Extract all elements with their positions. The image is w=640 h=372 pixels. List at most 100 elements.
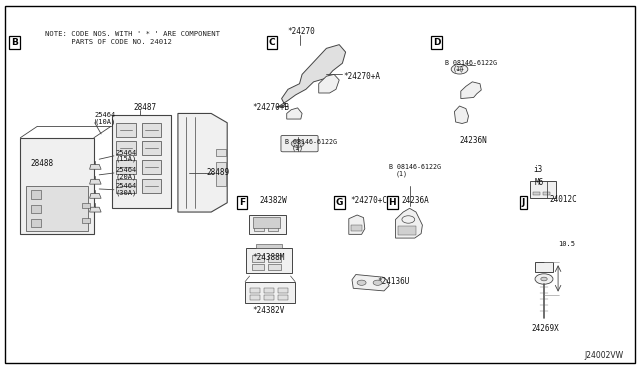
Text: G: G [335, 198, 343, 207]
Circle shape [373, 280, 382, 285]
Bar [250, 288, 260, 293]
Text: 25464: 25464 [95, 112, 116, 118]
Polygon shape [90, 193, 101, 198]
Bar [31, 205, 41, 213]
Polygon shape [90, 179, 101, 184]
Text: (1): (1) [291, 145, 303, 151]
Text: *24270+A: *24270+A [343, 72, 380, 81]
Bar [351, 225, 362, 231]
Bar [82, 218, 90, 223]
Bar [533, 192, 540, 195]
Text: 25464: 25464 [115, 183, 136, 189]
Text: J: J [522, 198, 525, 207]
Text: *24382V: *24382V [253, 306, 285, 315]
Polygon shape [90, 164, 101, 169]
Bar [264, 288, 274, 293]
Text: B: B [11, 38, 17, 47]
Polygon shape [396, 208, 422, 238]
Bar [142, 141, 161, 155]
Text: (20A): (20A) [115, 173, 136, 180]
Text: 24382W: 24382W [259, 196, 287, 205]
Bar [250, 295, 260, 300]
Circle shape [451, 64, 468, 74]
Text: 25464: 25464 [115, 167, 136, 173]
Text: *24270: *24270 [287, 27, 315, 36]
Text: *24136U: *24136U [378, 277, 410, 286]
Text: B 08146-6122G: B 08146-6122G [389, 164, 441, 170]
Bar [254, 226, 264, 231]
Text: 28489: 28489 [206, 169, 229, 177]
Circle shape [541, 277, 547, 281]
Bar [245, 282, 295, 303]
Bar [256, 244, 282, 248]
Bar [31, 190, 41, 199]
Polygon shape [319, 74, 339, 93]
Text: (15A): (15A) [115, 156, 136, 163]
Bar [116, 179, 136, 193]
Bar [252, 264, 264, 270]
Text: PARTS OF CODE NO. 24012: PARTS OF CODE NO. 24012 [45, 39, 172, 45]
Bar [278, 288, 288, 293]
Bar [116, 141, 136, 155]
Bar [398, 226, 416, 235]
Bar [249, 215, 286, 234]
Bar [112, 115, 171, 208]
Bar [530, 181, 556, 198]
Text: *24388M: *24388M [253, 253, 285, 262]
Bar [142, 160, 161, 174]
Bar [252, 255, 264, 262]
Bar [278, 295, 288, 300]
Polygon shape [352, 275, 389, 291]
Circle shape [402, 216, 415, 223]
Polygon shape [349, 215, 365, 234]
Bar [142, 123, 161, 137]
Bar [82, 203, 90, 208]
Bar [142, 179, 161, 193]
Bar [216, 162, 226, 186]
Polygon shape [178, 113, 227, 212]
Text: 28488: 28488 [30, 159, 53, 168]
Polygon shape [276, 45, 346, 108]
Text: *24270+B: *24270+B [253, 103, 290, 112]
Bar [31, 219, 41, 227]
Bar [216, 149, 226, 156]
Text: (1): (1) [452, 66, 465, 73]
Text: J24002VW: J24002VW [585, 351, 624, 360]
FancyBboxPatch shape [281, 135, 318, 152]
Bar [268, 255, 281, 262]
Text: M6: M6 [535, 178, 544, 187]
Polygon shape [454, 106, 468, 124]
Bar [264, 295, 274, 300]
Text: (1): (1) [396, 170, 408, 177]
Polygon shape [461, 82, 481, 99]
Text: NOTE: CODE NOS. WITH ' * ' ARE COMPONENT: NOTE: CODE NOS. WITH ' * ' ARE COMPONENT [45, 31, 220, 37]
Text: 24012C: 24012C [549, 195, 577, 204]
Text: *24270+C: *24270+C [351, 196, 388, 205]
Bar [246, 248, 292, 273]
Circle shape [357, 280, 366, 285]
Text: (30A): (30A) [115, 189, 136, 196]
Text: (10A): (10A) [95, 119, 116, 125]
Bar [116, 160, 136, 174]
Text: C: C [269, 38, 275, 47]
Text: 25464: 25464 [115, 150, 136, 155]
Text: H: H [388, 198, 396, 207]
Text: B 08146-6122G: B 08146-6122G [445, 60, 497, 66]
Polygon shape [287, 108, 302, 119]
Text: D: D [433, 38, 440, 47]
Bar [253, 217, 280, 228]
Polygon shape [90, 207, 101, 212]
Text: 10.5: 10.5 [558, 241, 575, 247]
Text: 28487: 28487 [133, 103, 156, 112]
Bar [268, 264, 281, 270]
Text: 24236N: 24236N [460, 136, 488, 145]
Bar [268, 226, 278, 231]
Text: B 08146-6122G: B 08146-6122G [285, 139, 337, 145]
Text: F: F [239, 198, 245, 207]
Text: 24269X: 24269X [531, 324, 559, 333]
Text: 24236A: 24236A [402, 196, 429, 205]
Circle shape [291, 140, 304, 147]
Bar [543, 192, 550, 195]
Circle shape [535, 274, 553, 284]
Bar [116, 123, 136, 137]
